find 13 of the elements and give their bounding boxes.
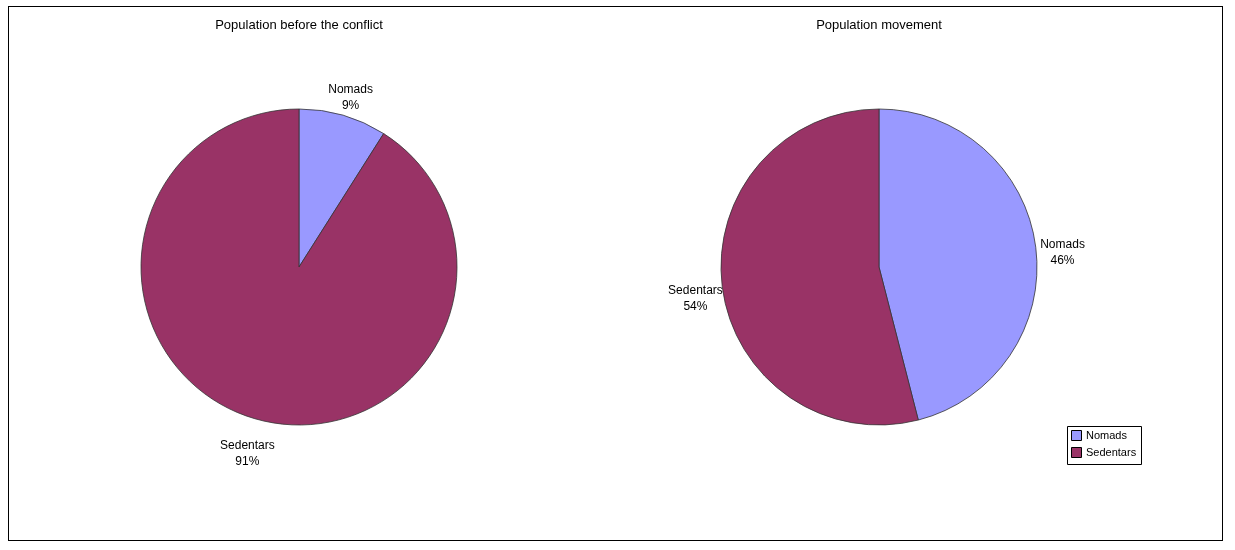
- data-label: 91%: [235, 453, 260, 468]
- legend-label: Sedentars: [1086, 445, 1137, 458]
- slice-label: Sedentars: [220, 437, 275, 452]
- data-label: 46%: [1050, 252, 1075, 267]
- legend-label: Nomads: [1086, 428, 1128, 441]
- chart-title: Population before the conflict: [215, 17, 384, 32]
- chart-title: Population movement: [816, 17, 943, 32]
- data-label: 9%: [341, 98, 360, 113]
- data-label: 54%: [683, 299, 708, 314]
- slice-label: Nomads: [1040, 236, 1085, 251]
- slice-label: Sedentars: [668, 283, 723, 298]
- pie-slice: [140, 108, 458, 426]
- slice-label: Nomads: [328, 82, 373, 97]
